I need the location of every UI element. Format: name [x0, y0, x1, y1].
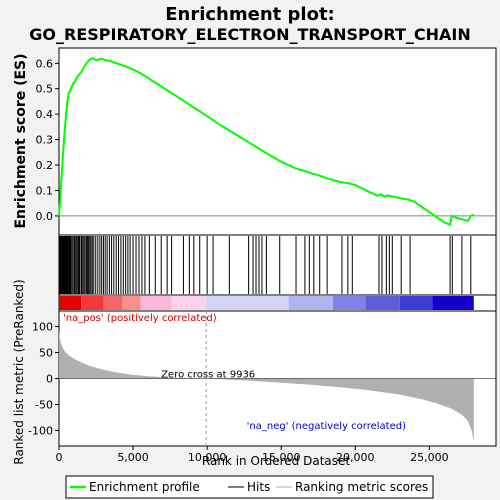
legend-metric-label: Ranking metric scores — [295, 480, 428, 494]
es-ytick-label: 0.1 — [36, 184, 54, 197]
es-ytick-label: 0.5 — [36, 83, 54, 96]
es-axis-label: Enrichment score (ES) — [13, 53, 29, 228]
legend — [65, 475, 434, 499]
rank-color-segment — [140, 296, 172, 310]
rank-color-segment — [81, 296, 104, 310]
legend-hits-label: Hits — [247, 480, 270, 494]
chart-title: Enrichment plot: — [165, 4, 335, 25]
x-axis: 0 5,000 10,000 15,000 20,000 25,000 — [56, 446, 449, 464]
neg-label: 'na_neg' (negatively correlated) — [247, 421, 406, 432]
rank-color-segment — [171, 296, 207, 310]
rank-color-segment — [399, 296, 433, 310]
x-tick-label: 15,000 — [262, 451, 301, 464]
chart-subtitle: GO_RESPIRATORY_ELECTRON_TRANSPORT_CHAIN — [29, 25, 470, 44]
metric-axis-label: Ranked list metric (PreRanked) — [12, 279, 26, 464]
x-tick-label: 0 — [56, 451, 63, 464]
es-layer: 0.0 0.1 0.2 0.3 0.4 0.5 0.6 — [36, 57, 496, 227]
rank-color-segment — [122, 296, 141, 310]
rank-color-segment — [432, 296, 474, 310]
zero-cross-label: Zero cross at 9936 — [161, 370, 255, 381]
metric-ytick-label: -50 — [35, 398, 53, 411]
es-ytick-label: 0.3 — [36, 134, 54, 147]
hits-panel — [58, 234, 497, 296]
metric-ytick-label: 100 — [32, 321, 53, 334]
es-ytick-label: 0.0 — [36, 210, 54, 223]
x-tick-label: 25,000 — [410, 451, 449, 464]
metric-ytick-label: -100 — [28, 424, 53, 437]
x-tick-label: 5,000 — [117, 451, 149, 464]
x-tick-label: 10,000 — [188, 451, 227, 464]
metric-area — [59, 330, 474, 442]
rank-color-segment — [103, 296, 123, 310]
rank-color-segment — [333, 296, 366, 310]
rank-color-segment — [59, 296, 82, 310]
x-axis-label: Rank in Ordered Dataset — [202, 454, 350, 468]
metric-ytick-label: 0 — [46, 373, 53, 386]
rank-color-bar — [59, 296, 474, 310]
rank-color-segment — [365, 296, 400, 310]
es-ytick-label: 0.2 — [36, 159, 54, 172]
x-tick-label: 20,000 — [336, 451, 375, 464]
es-profile-line — [58, 57, 475, 227]
rank-color-segment — [206, 296, 289, 310]
es-panel — [58, 47, 497, 236]
metric-ytick-label: 50 — [39, 347, 53, 360]
es-ytick-label: 0.4 — [36, 108, 54, 121]
hits-layer — [59, 236, 472, 294]
metric-layer: Zero cross at 9936 100 50 0 -50 -100 — [28, 311, 496, 446]
es-ytick-label: 0.6 — [36, 57, 54, 70]
legend-es-label: Enrichment profile — [89, 480, 200, 494]
pos-label: 'na_pos' (positively correlated) — [63, 313, 217, 324]
rank-color-segment — [288, 296, 334, 310]
